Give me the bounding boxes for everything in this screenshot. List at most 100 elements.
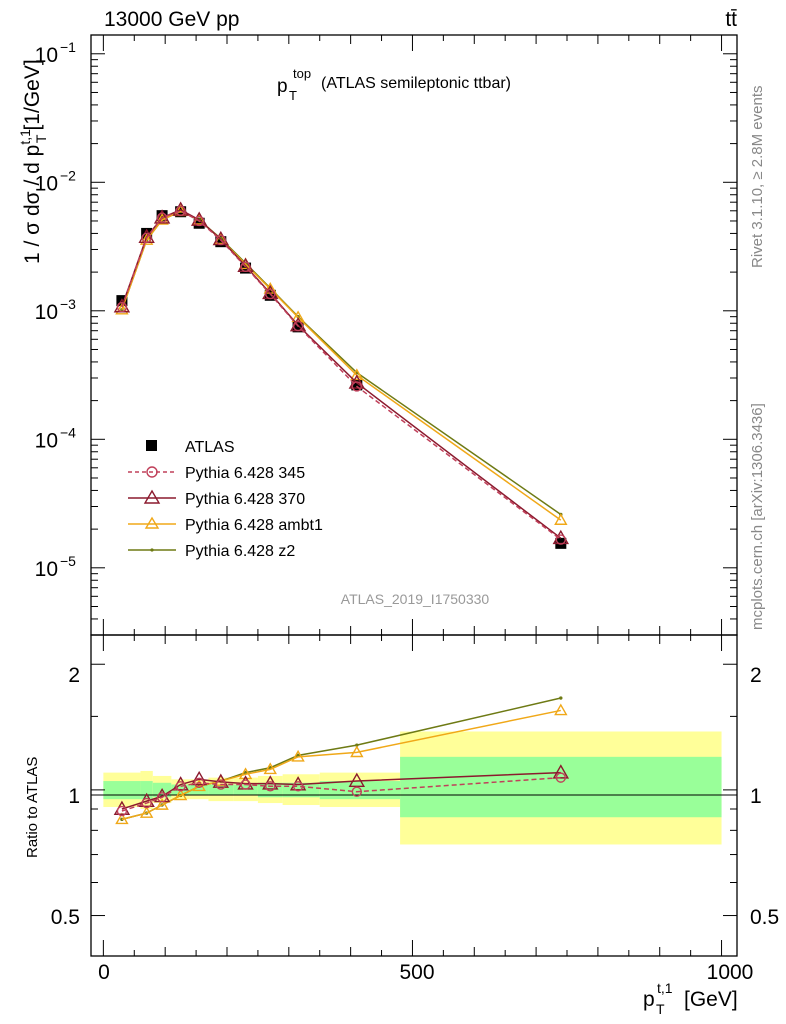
series-point-pythia-370 [153,209,171,224]
main-ytick-label-exponent: −3 [60,296,76,312]
svg-text:p: p [277,76,288,97]
main-ytick-label-exponent: −4 [60,424,76,440]
ratio-ytick-label-2: 2 [68,664,80,687]
series-point-pythia-345 [141,232,152,243]
series-point-pythia-345 [116,301,128,313]
series-point-pythia-345-ratio [193,777,205,788]
series-line-pythia-370 [121,209,562,539]
main-ytick-label-exponent: −5 [60,553,76,569]
legend-entry-pythia-z2: Pythia 6.428 z2 [128,543,295,560]
ratio-ytick-label-2-right: 2 [750,664,762,687]
header-process-label: tt̄ [725,8,737,31]
data-point-atlas [264,289,276,301]
svg-text:ATLAS: ATLAS [185,439,235,456]
series-point-pythia-ambt1 [554,513,568,525]
series-point-pythia-345-ratio [156,792,168,803]
rivet-version-label: Rivet 3.1.10, ≥ 2.8M events [749,86,766,269]
series-point-pythia-370-ratio [552,764,570,779]
series-point-pythia-345 [240,261,251,272]
main-plot-ticks [91,35,737,636]
main-ytick-label: 10 [35,558,58,581]
main-plot-area [113,201,570,549]
series-point-pythia-345-ratio [116,805,128,817]
svg-text:Pythia 6.428 370: Pythia 6.428 370 [185,491,305,508]
legend-entry-pythia-ambt1: Pythia 6.428 ambt1 [128,516,323,534]
series-line-pythia-345-ratio [121,776,561,812]
series-point-pythia-ambt1-ratio [173,788,188,801]
series-point-pythia-345-ratio [240,779,251,790]
main-ytick-label: 10 [35,172,58,195]
ratio-band-inner [208,784,234,796]
series-point-pythia-345 [265,288,276,300]
series-point-pythia-ambt1 [155,212,169,225]
ratio-ytick-label-1-right: 1 [750,785,762,808]
ratio-band-inner [140,781,153,800]
ratio-plot-ticks [91,635,737,956]
main-ytick-label: 10 [35,301,58,324]
series-point-pythia-ambt1-ratio [155,798,169,810]
ratio-band-inner [103,781,141,800]
svg-text:(ATLAS semileptonic ttbar): (ATLAS semileptonic ttbar) [321,75,511,92]
legend-entry-atlas: ATLAS [146,439,235,456]
svg-text:[GeV]: [GeV] [684,988,738,1011]
main-ytick-label-exponent: −2 [60,167,76,183]
ratio-ytick-label-1: 1 [68,785,80,808]
legend-entry-pythia-345: Pythia 6.428 345 [128,465,305,482]
ratio-uncertainty-bands [103,731,722,845]
ratio-plot-area [113,696,570,825]
series-point-pythia-345-ratio [292,781,304,792]
xtick-label-1000: 1000 [707,961,754,984]
svg-text:top: top [293,66,311,81]
series-point-pythia-370-ratio [348,772,366,787]
header-energy-label: 13000 GeV pp [104,8,239,31]
series-point-pythia-345-ratio [351,786,363,797]
series-point-pythia-345-ratio [215,779,227,790]
series-point-pythia-345 [175,205,186,216]
analysis-watermark: ATLAS_2019_I1750330 [341,591,490,607]
mcplots-label: mcplots.cern.ch [arXiv:1306.3436] [749,403,766,630]
legend: ATLAS Pythia 6.428 345 Pythia 6.428 370 … [128,439,323,560]
main-y-axis-label: 1 / σ dσ / d pt,1T[1/GeV] [17,59,49,264]
series-point-pythia-ambt1-ratio [238,767,253,780]
series-point-pythia-ambt1-ratio [115,812,129,825]
svg-text:Pythia 6.428 ambt1: Pythia 6.428 ambt1 [185,517,323,534]
series-point-pythia-ambt1-ratio [554,703,568,716]
series-point-pythia-z2-ratio [559,696,563,700]
svg-text:p: p [643,988,655,1011]
main-plot-title: p top T (ATLAS semileptonic ttbar) [277,66,511,103]
series-point-pythia-345 [292,320,304,332]
series-point-pythia-345-ratio [175,781,186,792]
main-y-tick-labels: 10−110−210−310−410−5 [35,39,77,581]
series-point-pythia-ambt1 [115,302,129,315]
series-point-pythia-345-ratio [141,797,152,809]
series-point-pythia-ambt1-ratio [291,749,305,762]
series-point-pythia-ambt1-ratio [139,806,154,818]
xtick-label-0: 0 [98,961,110,984]
legend-entry-pythia-370: Pythia 6.428 370 [128,489,305,508]
series-point-pythia-ambt1-ratio [192,779,206,792]
ratio-y-axis-label: Ratio to ATLAS [24,757,41,858]
series-point-pythia-ambt1 [350,368,364,381]
svg-text:1 / σ dσ / d pt,1T[1/GeV]: 1 / σ dσ / d pt,1T[1/GeV] [17,59,49,264]
main-ytick-label: 10 [35,44,58,67]
series-point-pythia-345-ratio [555,772,567,783]
series-point-pythia-ambt1-ratio [350,745,364,758]
svg-text:T: T [289,88,297,103]
svg-text:Pythia 6.428 345: Pythia 6.428 345 [185,465,305,482]
data-point-atlas [351,379,363,391]
svg-text:t,1: t,1 [657,980,673,996]
svg-text:T: T [656,1001,665,1017]
series-point-pythia-345 [215,234,227,246]
series-point-pythia-345 [156,212,168,223]
x-axis-label: p t,1 T [GeV] [643,980,738,1017]
ratio-ytick-label-0p5: 0.5 [51,906,80,929]
series-point-pythia-345 [351,381,363,392]
series-point-pythia-345 [555,534,567,545]
ratio-plot-frame [90,634,738,957]
series-point-pythia-370-ratio [190,770,208,786]
svg-text:Pythia 6.428 z2: Pythia 6.428 z2 [185,543,295,560]
main-ytick-label: 10 [35,429,58,452]
series-point-pythia-z2-ratio [355,743,359,747]
series-point-pythia-ambt1 [214,232,228,245]
